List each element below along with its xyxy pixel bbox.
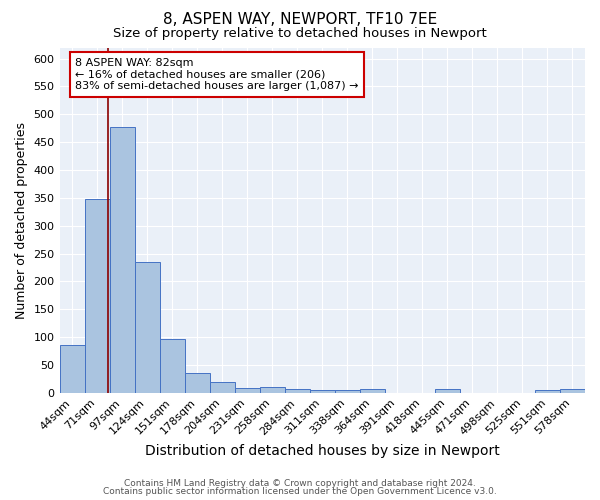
Bar <box>235 388 260 392</box>
Bar <box>85 199 110 392</box>
Bar <box>535 390 560 392</box>
Text: Size of property relative to detached houses in Newport: Size of property relative to detached ho… <box>113 28 487 40</box>
Text: Contains public sector information licensed under the Open Government Licence v3: Contains public sector information licen… <box>103 487 497 496</box>
Text: Contains HM Land Registry data © Crown copyright and database right 2024.: Contains HM Land Registry data © Crown c… <box>124 478 476 488</box>
Bar <box>335 390 360 392</box>
Bar <box>185 372 209 392</box>
X-axis label: Distribution of detached houses by size in Newport: Distribution of detached houses by size … <box>145 444 500 458</box>
Bar <box>59 346 85 393</box>
Bar <box>360 389 385 392</box>
Bar <box>435 390 460 392</box>
Y-axis label: Number of detached properties: Number of detached properties <box>15 122 28 318</box>
Bar <box>260 387 285 392</box>
Text: 8 ASPEN WAY: 82sqm
← 16% of detached houses are smaller (206)
83% of semi-detach: 8 ASPEN WAY: 82sqm ← 16% of detached hou… <box>76 58 359 91</box>
Bar <box>310 390 335 392</box>
Bar <box>285 390 310 392</box>
Text: 8, ASPEN WAY, NEWPORT, TF10 7EE: 8, ASPEN WAY, NEWPORT, TF10 7EE <box>163 12 437 28</box>
Bar <box>110 126 134 392</box>
Bar <box>160 338 185 392</box>
Bar <box>134 262 160 392</box>
Bar <box>560 390 585 392</box>
Bar <box>209 382 235 392</box>
